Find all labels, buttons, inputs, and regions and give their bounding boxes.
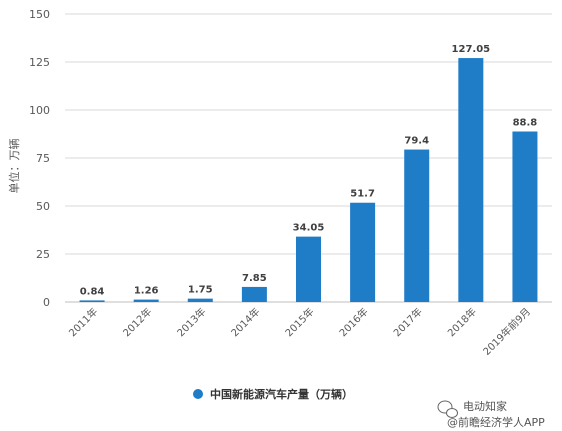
y-tick-labels: 0 25 50 75 100 125 150: [29, 8, 50, 309]
legend-label: 中国新能源汽车产量（万辆）: [210, 387, 353, 401]
x-tick-label: 2017年: [391, 305, 425, 339]
data-label: 1.75: [188, 285, 213, 296]
y-tick-label: 50: [36, 200, 50, 213]
y-tick-label: 25: [36, 248, 50, 261]
bar: [458, 58, 484, 303]
x-tick-label: 2018年: [445, 305, 479, 339]
bar: [404, 149, 430, 302]
bar: [187, 298, 213, 302]
data-label: 127.05: [452, 44, 491, 55]
y-tick-label: 100: [29, 104, 50, 117]
watermark-name: 电动知家: [463, 399, 507, 413]
x-tick-label: 2015年: [282, 305, 316, 339]
data-label: 7.85: [242, 273, 267, 284]
bar: [296, 236, 321, 302]
watermark-account: @前瞻经济学人APP: [447, 415, 545, 429]
x-tick-label: 2012年: [120, 305, 154, 339]
bar: [512, 131, 538, 302]
data-label: 1.26: [134, 286, 159, 297]
wechat-watermark: 电动知家 @前瞻经济学人APP: [437, 399, 545, 429]
y-axis-label: 单位：万辆: [7, 139, 21, 194]
bar: [79, 300, 105, 302]
bars: [79, 58, 538, 303]
x-tick-labels: 2011年 2012年 2013年 2014年 2015年 2016年 2017年 2018年…: [66, 305, 533, 358]
data-label: 79.4: [404, 136, 429, 147]
x-tick-label: 2013年: [174, 305, 208, 339]
data-label: 0.84: [80, 286, 105, 297]
y-tick-label: 0: [43, 296, 50, 309]
data-label: 88.8: [513, 118, 538, 129]
data-labels: 0.84 1.26 1.75 7.85 34.05 51.7 79.4 127.05 88.8: [80, 44, 538, 297]
x-tick-label: 2011年: [66, 305, 100, 339]
wechat-icon: [437, 400, 458, 418]
data-label: 51.7: [350, 189, 375, 200]
x-tick-label: 2019年前9月: [480, 305, 533, 358]
y-tick-label: 75: [36, 152, 50, 165]
bar: [241, 286, 267, 302]
bar: [350, 202, 376, 302]
y-tick-label: 125: [29, 56, 50, 69]
bar: [133, 299, 159, 302]
x-tick-label: 2014年: [228, 305, 262, 339]
legend: 中国新能源汽车产量（万辆）: [193, 387, 353, 401]
legend-marker: [193, 389, 203, 399]
y-tick-label: 150: [29, 8, 50, 21]
data-label: 34.05: [293, 223, 325, 234]
gridlines: [65, 13, 552, 303]
x-tick-label: 2016年: [336, 305, 370, 339]
